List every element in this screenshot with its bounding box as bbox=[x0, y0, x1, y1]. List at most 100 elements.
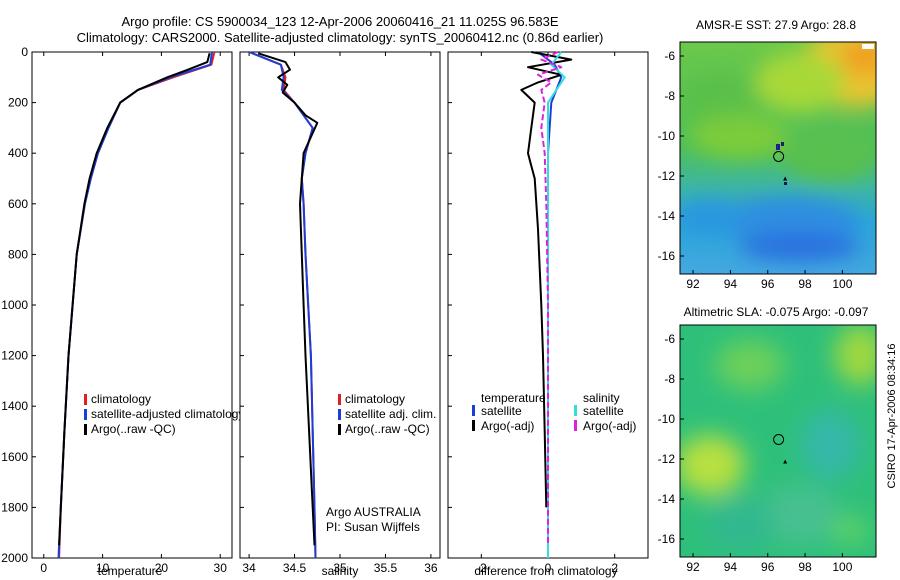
temperature-lines bbox=[57, 51, 216, 559]
sst-lat-tick-label: -10 bbox=[658, 129, 676, 143]
difference-panel: -2 0 2 temperature salinity satellite Argo… bbox=[447, 51, 649, 578]
diff-legend-swatch-temp-satellite bbox=[472, 405, 475, 416]
legend-label-satellite-adjusted: satellite-adjusted climatology bbox=[91, 407, 244, 421]
sla-lon-tick-label: 94 bbox=[724, 560, 738, 574]
legend-label-climatology: climatology bbox=[91, 392, 151, 406]
argo-annotation-line-1: Argo AUSTRALIA bbox=[326, 505, 421, 519]
salinity-axis-ticks: 34 34.5 35 35.5 36 bbox=[240, 51, 438, 575]
diff-series-salinity-argo-adj bbox=[537, 51, 563, 546]
depth-ytick-label: 600 bbox=[8, 197, 28, 211]
sal-xtick-label: 36 bbox=[424, 561, 438, 575]
diff-legend-title-salinity: salinity bbox=[583, 391, 620, 405]
diff-legend-swatch-sal-argo bbox=[574, 420, 577, 431]
sal-xtick-label: 34 bbox=[242, 561, 256, 575]
depth-ytick-label: 1200 bbox=[1, 349, 28, 363]
sal-xtick-label: 35.5 bbox=[374, 561, 398, 575]
depth-ytick-label: 1600 bbox=[1, 450, 28, 464]
sla-lat-tick-label: -12 bbox=[658, 452, 676, 466]
title-line-1: Argo profile: CS 5900034_123 12-Apr-2006… bbox=[121, 14, 558, 29]
depth-ytick-label: 1800 bbox=[1, 500, 28, 514]
temp-series-argo-raw-qc bbox=[58, 53, 211, 546]
difference-lines bbox=[520, 51, 573, 558]
salinity-panel: 34 34.5 35 35.5 36 climatology satellite adj… bbox=[239, 51, 441, 578]
sst-lon-tick-label: 92 bbox=[686, 277, 700, 291]
sst-lon-tick-label: 96 bbox=[761, 277, 775, 291]
sal-xtick-label: 34.5 bbox=[283, 561, 307, 575]
sla-map-panel: Altimetric SLA: -0.075 Argo: -0.097 92 94… bbox=[658, 305, 877, 574]
salinity-lines bbox=[248, 51, 319, 559]
sla-profile-location-marker bbox=[773, 434, 785, 445]
salinity-legend: climatology satellite adj. clim. Argo(..… bbox=[338, 392, 436, 436]
sst-map-image bbox=[680, 42, 876, 274]
sla-map-ticks: 92 94 96 98 100 -6 -8 -10 -12 -14 -16 bbox=[658, 332, 853, 574]
legend-label-argo: Argo(..raw -QC) bbox=[91, 422, 176, 436]
sal-legend-label-satellite: satellite adj. clim. bbox=[345, 407, 436, 421]
temperature-axis-label: temperature bbox=[98, 564, 163, 578]
sla-lat-tick-label: -14 bbox=[658, 492, 676, 506]
diff-xtick-label: -2 bbox=[476, 561, 487, 575]
sal-legend-label-climatology: climatology bbox=[345, 392, 405, 406]
difference-axis-label: difference from climatology bbox=[474, 564, 617, 578]
sst-lat-tick-label: -6 bbox=[664, 49, 675, 63]
sst-map-ticks: 92 94 96 98 100 -6 -8 -10 -12 -14 -16 bbox=[658, 49, 853, 291]
sst-lat-tick-label: -14 bbox=[658, 209, 676, 223]
difference-legend: temperature salinity satellite Argo(-adj… bbox=[472, 391, 636, 433]
sst-lat-tick-label: -16 bbox=[658, 249, 676, 263]
sst-lon-tick-label: 100 bbox=[832, 277, 852, 291]
depth-ytick-label: 1400 bbox=[1, 399, 28, 413]
depth-ytick-label: 1000 bbox=[1, 298, 28, 312]
temperature-axis-ticks: 0 10 20 30 0 200 400 600 800 1000 1200 1400 1600 1800… bbox=[1, 45, 227, 575]
sal-xtick-label: 35 bbox=[333, 561, 347, 575]
sal-legend-swatch-argo bbox=[338, 424, 341, 435]
temp-xtick-label: 10 bbox=[96, 561, 110, 575]
depth-ytick-label: 200 bbox=[8, 96, 28, 110]
title-line-2: Climatology: CARS2000. Satellite-adjuste… bbox=[77, 30, 604, 45]
temperature-legend: climatology satellite-adjusted climatolo… bbox=[84, 392, 244, 436]
argo-annotation-line-2: PI: Susan Wijffels bbox=[326, 520, 420, 534]
diff-series-temperature-argo-adj bbox=[520, 51, 573, 508]
sla-lon-tick-label: 98 bbox=[798, 560, 812, 574]
diff-legend-title-temperature: temperature bbox=[481, 391, 546, 405]
temp-xtick-label: 0 bbox=[40, 561, 47, 575]
depth-ytick-label: 2000 bbox=[1, 551, 28, 565]
diff-xtick-label: 0 bbox=[545, 561, 552, 575]
sst-map-frame bbox=[679, 41, 877, 275]
sla-lat-tick-label: -10 bbox=[658, 412, 676, 426]
diff-legend-label-temp-satellite: satellite bbox=[481, 404, 522, 418]
sal-legend-swatch-satellite bbox=[338, 409, 341, 420]
diff-legend-label-temp-argo: Argo(-adj) bbox=[481, 419, 534, 433]
legend-swatch-climatology bbox=[84, 394, 87, 405]
sst-lat-tick-label: -8 bbox=[664, 89, 675, 103]
salinity-axis-label: salinity bbox=[322, 564, 359, 578]
sst-map-panel: AMSR-E SST: 27.9 Argo: 28.8 bbox=[658, 18, 877, 291]
sst-map-title: AMSR-E SST: 27.9 Argo: 28.8 bbox=[696, 18, 856, 32]
diff-series-salinity-satellite bbox=[547, 51, 566, 558]
sla-lat-tick-label: -6 bbox=[664, 332, 675, 346]
diff-xtick-label: 2 bbox=[611, 561, 618, 575]
salinity-plot-area bbox=[239, 51, 441, 559]
sst-lon-tick-label: 98 bbox=[798, 277, 812, 291]
sst-float-track-marker bbox=[783, 176, 788, 181]
legend-swatch-argo bbox=[84, 424, 87, 435]
sla-float-track-marker bbox=[783, 459, 788, 464]
sst-lat-tick-label: -12 bbox=[658, 169, 676, 183]
sla-lat-tick-label: -16 bbox=[658, 532, 676, 546]
sal-legend-swatch-climatology bbox=[338, 394, 341, 405]
diff-legend-label-sal-argo: Argo(-adj) bbox=[583, 419, 636, 433]
temp-xtick-label: 30 bbox=[214, 561, 228, 575]
sla-map-frame bbox=[679, 324, 877, 558]
credit-text: CSIRO 17-Apr-2006 08:34:16 bbox=[886, 344, 898, 489]
sla-lat-tick-label: -8 bbox=[664, 372, 675, 386]
diff-legend-swatch-sal-satellite bbox=[574, 405, 577, 416]
depth-ytick-label: 400 bbox=[8, 146, 28, 160]
legend-swatch-satellite-adjusted bbox=[84, 409, 87, 420]
sal-series-argo-raw-qc bbox=[257, 52, 319, 546]
depth-ytick-label: 0 bbox=[21, 45, 28, 59]
sla-lon-tick-label: 96 bbox=[761, 560, 775, 574]
temperature-plot-area bbox=[31, 51, 233, 559]
diff-legend-label-sal-satellite: satellite bbox=[583, 404, 624, 418]
depth-ytick-label: 800 bbox=[8, 247, 28, 261]
sst-profile-location-marker bbox=[773, 151, 785, 162]
sst-lon-tick-label: 94 bbox=[724, 277, 738, 291]
